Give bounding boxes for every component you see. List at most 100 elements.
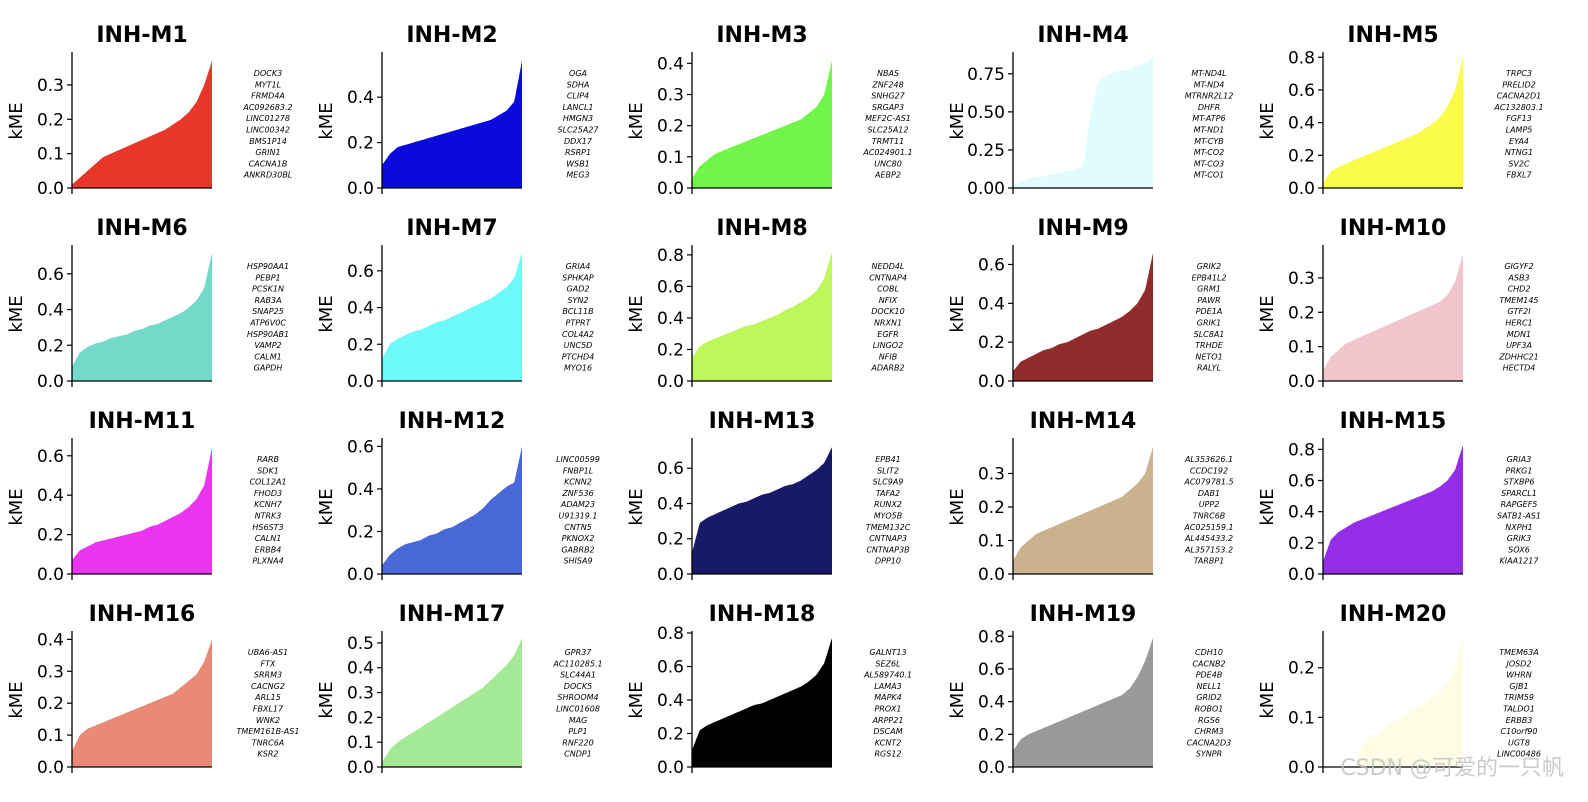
kme-area [1323, 253, 1463, 381]
kme-area [382, 446, 522, 574]
gene-label: SDK1 [257, 466, 279, 475]
gene-label: PDE4B [1196, 671, 1223, 680]
subplot-inh-m15: 0.0 0.2 0.4 0.6 0.8 kME INH-M15 GRIA3 PRKG1 STXBP… [1257, 409, 1541, 585]
y-axis-label: kME [626, 681, 647, 718]
gene-label: PAWR [1197, 296, 1220, 305]
gene-label: KCNT2 [875, 738, 902, 747]
gene-label: ZDHHC21 [1498, 352, 1538, 361]
gene-label: LANCL1 [562, 103, 593, 112]
gene-label: AC110285.1 [552, 659, 602, 668]
gene-label: LINC01278 [246, 114, 290, 123]
y-tick-label: 0.1 [1288, 708, 1315, 728]
y-tick-label: 0.3 [347, 684, 374, 704]
gene-label: SLC25A27 [558, 126, 600, 135]
subplot-inh-m11: 0.0 0.2 0.4 0.6 kME INH-M11 RARB SDK1 COL12A1 FHO… [6, 409, 287, 585]
gene-label: AC132803.1 [1493, 103, 1543, 112]
gene-label: LAMA3 [874, 682, 901, 691]
y-tick-label: 0.0 [37, 179, 64, 199]
y-tick-label: 0.3 [1288, 269, 1315, 289]
gene-label: CNTNAP3B [866, 545, 909, 554]
kme-area [1013, 446, 1153, 574]
gene-label: CCDC192 [1190, 466, 1228, 475]
gene-label: EYA4 [1509, 137, 1529, 146]
y-tick-label: 0.8 [1288, 440, 1315, 460]
y-axis-label: kME [947, 102, 968, 139]
gene-label: PROX1 [874, 705, 901, 714]
gene-label: NFIX [879, 296, 898, 305]
gene-label: ZNF536 [561, 489, 593, 498]
gene-label: DHFR [1198, 103, 1220, 112]
y-tick-label: 0.0 [657, 372, 684, 392]
gene-label: GRIK3 [1507, 534, 1531, 543]
gene-label: ROBO1 [1195, 705, 1224, 714]
subplot-inh-m6: 0.0 0.2 0.4 0.6 kME INH-M6 HSP90AA1 PEBP1 PCSK1N… [6, 216, 289, 392]
gene-label: SHROOM4 [557, 693, 598, 702]
y-tick-label: 0.4 [347, 659, 374, 679]
gene-label: SLC9A9 [873, 478, 904, 487]
gene-label: EPB41L2 [1191, 273, 1226, 282]
y-tick-label: 0.0 [657, 565, 684, 585]
y-tick-label: 0.2 [1288, 659, 1315, 679]
gene-label: UPP2 [1199, 500, 1220, 509]
watermark: CSDN @可爱的一只帆 [1340, 756, 1564, 781]
y-tick-label: 0.2 [1288, 146, 1315, 166]
gene-label: GRIA3 [1507, 455, 1532, 464]
gene-label: CACNA2D3 [1187, 738, 1231, 747]
y-tick-label: 0.6 [347, 262, 374, 282]
gene-label: NELL1 [1196, 682, 1221, 691]
gene-label: PLXNA4 [252, 557, 283, 566]
gene-label: HECTD4 [1503, 364, 1536, 373]
gene-label: CLIP4 [567, 92, 589, 101]
gene-label: SDHA [567, 80, 590, 89]
gene-label: PKNOX2 [562, 534, 595, 543]
subplot-title: INH-M11 [89, 409, 196, 434]
gene-label: PTPRT [566, 319, 592, 328]
subplot-title: INH-M10 [1340, 216, 1447, 241]
gene-label: MT-ND4 [1194, 80, 1225, 89]
gene-label: SYNPR [1196, 750, 1222, 759]
y-tick-label: 0.50 [967, 103, 1005, 123]
y-tick-label: 0.4 [1288, 114, 1315, 134]
y-tick-label: 0.0 [347, 372, 374, 392]
gene-label: KSR2 [258, 750, 279, 759]
gene-label: GRIK2 [1197, 262, 1221, 271]
y-tick-label: 0.0 [978, 372, 1005, 392]
gene-label: MT-CO3 [1194, 159, 1225, 168]
y-tick-label: 0.6 [1288, 472, 1315, 492]
subplot-inh-m12: 0.0 0.2 0.4 0.6 kME INH-M12 LINC00599 FNBP1L KCN… [316, 409, 600, 585]
gene-label: TMEM63A [1499, 648, 1538, 657]
y-tick-label: 0.75 [967, 65, 1005, 85]
y-tick-label: 0.0 [1288, 179, 1315, 199]
gene-label: TRPC3 [1506, 69, 1532, 78]
gene-label: MTRNR2L12 [1185, 92, 1234, 101]
kme-area [72, 447, 212, 574]
gene-label: GRID2 [1196, 693, 1221, 702]
y-axis-label: kME [626, 488, 647, 525]
y-tick-label: 0.1 [37, 145, 64, 165]
y-tick-label: 0.3 [657, 86, 684, 106]
gene-label: CNDP1 [564, 750, 592, 759]
gene-label: GJB1 [1509, 682, 1528, 691]
subplot-inh-m3: 0.0 0.1 0.2 0.3 0.4 kME INH-M3 NBAS ZNF248 SNHG27… [626, 23, 913, 199]
gene-label: MDN1 [1507, 330, 1531, 339]
y-axis-label: kME [6, 295, 27, 332]
gene-label: PRELID2 [1502, 80, 1536, 89]
gene-label: TMEM145 [1499, 296, 1538, 305]
y-tick-label: 0.2 [978, 498, 1005, 518]
gene-label: GRIK1 [1197, 319, 1221, 328]
gene-label: PLP1 [568, 727, 587, 736]
gene-label: UNC80 [874, 159, 902, 168]
y-tick-label: 0.2 [1288, 534, 1315, 554]
y-tick-label: 0.3 [978, 465, 1005, 485]
gene-label: NETO1 [1195, 352, 1222, 361]
gene-label: COL12A1 [249, 478, 286, 487]
y-tick-label: 0.2 [1288, 303, 1315, 323]
gene-label: MYT1L [255, 80, 281, 89]
gene-label: GPR37 [565, 648, 593, 657]
y-tick-label: 0.1 [37, 726, 64, 746]
gene-label: WSB1 [566, 159, 590, 168]
gene-label: SOX6 [1508, 545, 1530, 554]
gene-label: COBL [877, 285, 899, 294]
kme-area [1323, 638, 1463, 767]
